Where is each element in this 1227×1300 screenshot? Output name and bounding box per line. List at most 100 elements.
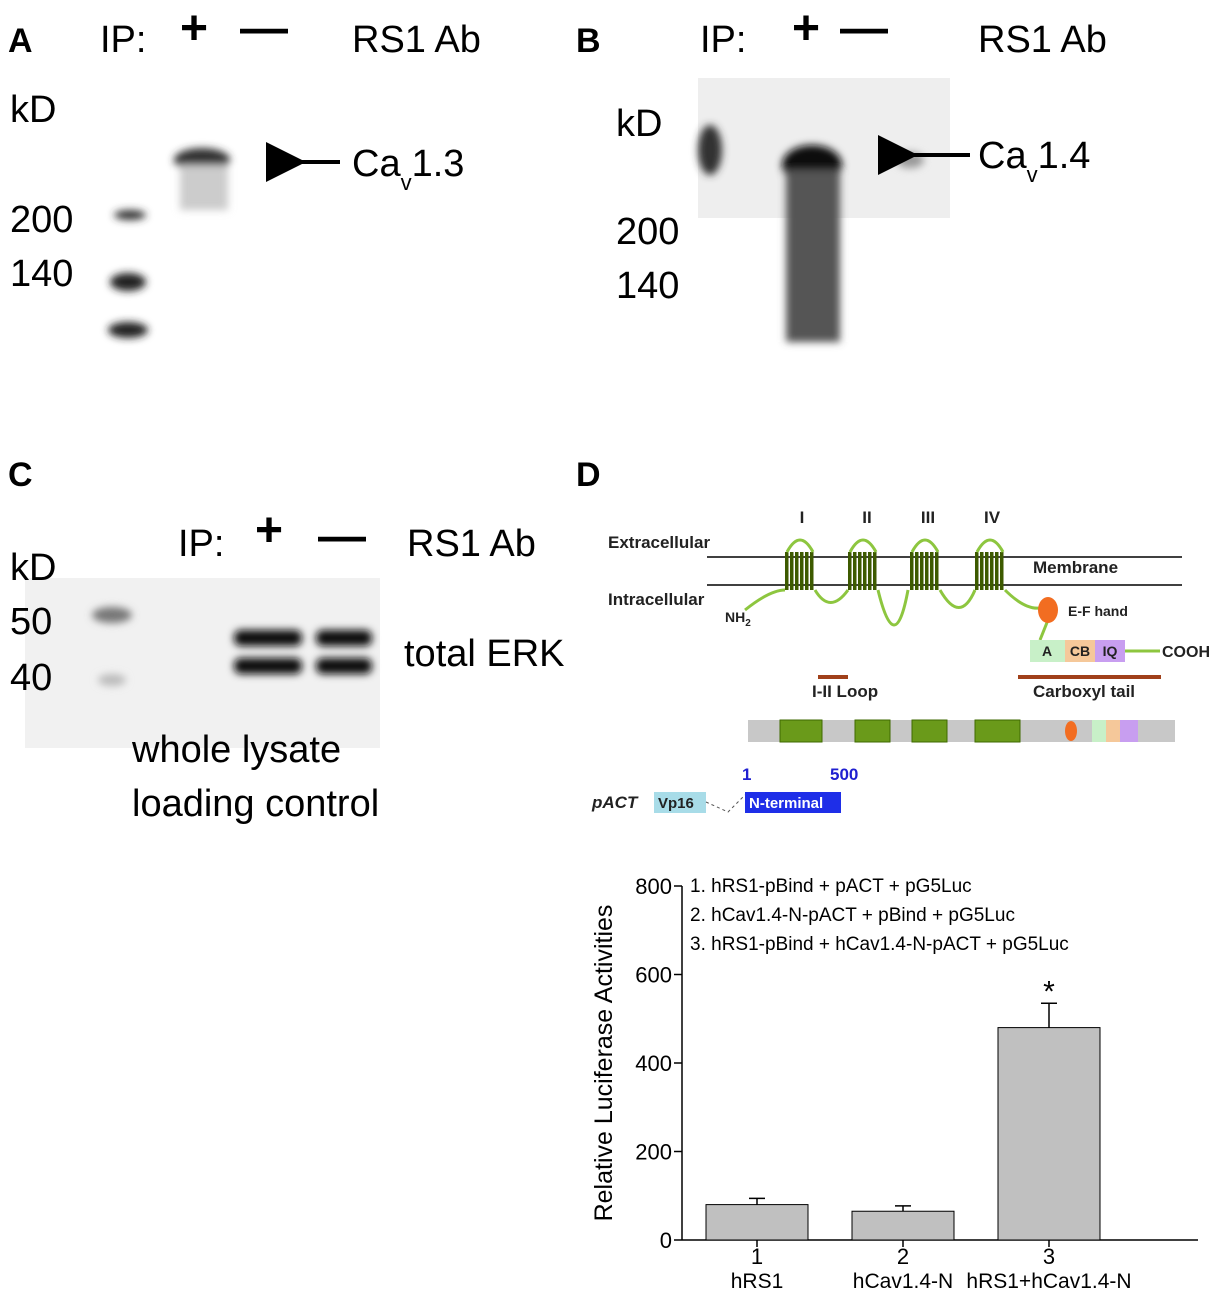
domain-label: I — [800, 508, 805, 527]
helix — [805, 552, 809, 590]
extracellular: Extracellular — [608, 533, 710, 552]
intracellular: Intracellular — [608, 590, 705, 609]
panel-label: A — [8, 22, 33, 60]
backbone — [744, 588, 1160, 653]
helix — [785, 552, 789, 590]
panel-label: D — [576, 456, 601, 494]
band-sub: v — [401, 170, 412, 195]
ip-label: IP: — [700, 19, 746, 61]
x-category-name: hRS1 — [731, 1270, 784, 1293]
motif: A — [1042, 643, 1052, 659]
marker: 50 — [10, 601, 52, 643]
error-bar — [895, 1205, 911, 1212]
error-bar — [749, 1197, 765, 1205]
domain-label: IV — [984, 508, 1001, 527]
cooh: COOH — [1162, 644, 1210, 661]
caption: whole lysate — [131, 729, 341, 771]
band-label: Cav1.3 — [352, 143, 464, 195]
tail-label: Carboxyl tail — [1033, 682, 1135, 701]
band-label: total ERK — [404, 633, 565, 675]
vector: pACT — [591, 793, 639, 812]
panel-d: D I II III IV Extracellular Intracellula… — [576, 456, 1210, 813]
domain-block — [974, 719, 1021, 743]
vp16: Vp16 — [658, 795, 694, 812]
bar — [705, 1204, 809, 1241]
legend-entry: 1. hRS1-pBind + pACT + pG5Luc — [690, 876, 972, 897]
bar — [851, 1210, 955, 1241]
bar-chart: 0 200 400 600 800 Relative Luciferase Activit… — [590, 874, 1198, 1293]
legend-entry: 2. hCav1.4-N-pACT + pBind + pG5Luc — [690, 905, 1015, 926]
tail-bar — [1018, 675, 1161, 679]
y-tick-label: 600 — [635, 963, 672, 988]
nh2-sub: 2 — [745, 618, 751, 629]
motif-box — [1065, 640, 1095, 662]
minus: — — [318, 510, 366, 563]
nh2: NH2 — [725, 609, 751, 629]
error-bar — [1041, 1002, 1057, 1028]
x-tick-label: 2 — [897, 1244, 909, 1269]
ef-hand-label: E-F hand — [1068, 603, 1128, 619]
helix — [790, 552, 794, 590]
motif-box — [1030, 640, 1065, 662]
annotation: * — [1043, 975, 1055, 1008]
band-label: Cav1.4 — [978, 135, 1090, 187]
loop-bar — [818, 675, 848, 679]
helix — [853, 552, 857, 590]
helix — [985, 552, 989, 590]
legend-entry: 3. hRS1-pBind + hCav1.4-N-pACT + pG5Luc — [690, 934, 1069, 955]
helix — [863, 552, 867, 590]
domain-block — [779, 719, 823, 743]
start: 1 — [742, 765, 751, 784]
domain-label: II — [862, 508, 871, 527]
motif-block — [1092, 720, 1106, 742]
domain-block — [854, 719, 891, 743]
band-sub: v — [1027, 162, 1038, 187]
helix — [810, 552, 814, 590]
band-name: Ca — [978, 135, 1027, 177]
band-name: Ca — [352, 143, 401, 185]
fragment-box — [745, 792, 841, 813]
domain-label: III — [921, 508, 935, 527]
y-tick-label: 800 — [635, 874, 672, 899]
bar — [997, 1027, 1101, 1241]
antibody: RS1 Ab — [978, 19, 1107, 61]
panel-label: C — [8, 456, 33, 494]
fragment: N-terminal — [749, 795, 823, 812]
nh2-text: NH — [725, 609, 745, 625]
helix-loop — [785, 538, 815, 553]
marker: 40 — [10, 657, 52, 699]
x-tick-label: 3 — [1043, 1244, 1055, 1269]
panel-label: B — [576, 22, 601, 60]
helix-loop — [848, 538, 878, 553]
plus: + — [180, 2, 208, 55]
helix — [925, 552, 929, 590]
helix — [920, 552, 924, 590]
helix — [990, 552, 994, 590]
y-tick-label: 0 — [660, 1228, 672, 1253]
marker: 140 — [616, 265, 679, 307]
loop-label: I-II Loop — [812, 682, 878, 701]
helix — [1000, 552, 1004, 590]
helix — [910, 552, 914, 590]
helix — [873, 552, 877, 590]
motif: CB — [1070, 643, 1090, 659]
helix — [795, 552, 799, 590]
motif-block — [1106, 720, 1120, 742]
ip-label: IP: — [178, 523, 224, 565]
unit: kD — [10, 547, 56, 589]
plus: + — [255, 504, 283, 557]
caption: loading control — [132, 783, 379, 825]
domain-block — [911, 719, 948, 743]
linker — [705, 794, 746, 813]
helix — [935, 552, 939, 590]
y-tick-label: 400 — [635, 1051, 672, 1076]
helix-loop — [910, 538, 940, 553]
minus: — — [840, 2, 888, 55]
panel-b: B IP: + — RS1 Ab kD 200 140 Cav1.4 — [576, 2, 1107, 342]
motif: IQ — [1103, 643, 1118, 659]
y-axis-label: Relative Luciferase Activities — [590, 905, 618, 1222]
x-tick-label: 1 — [751, 1244, 763, 1269]
blot — [698, 125, 924, 342]
